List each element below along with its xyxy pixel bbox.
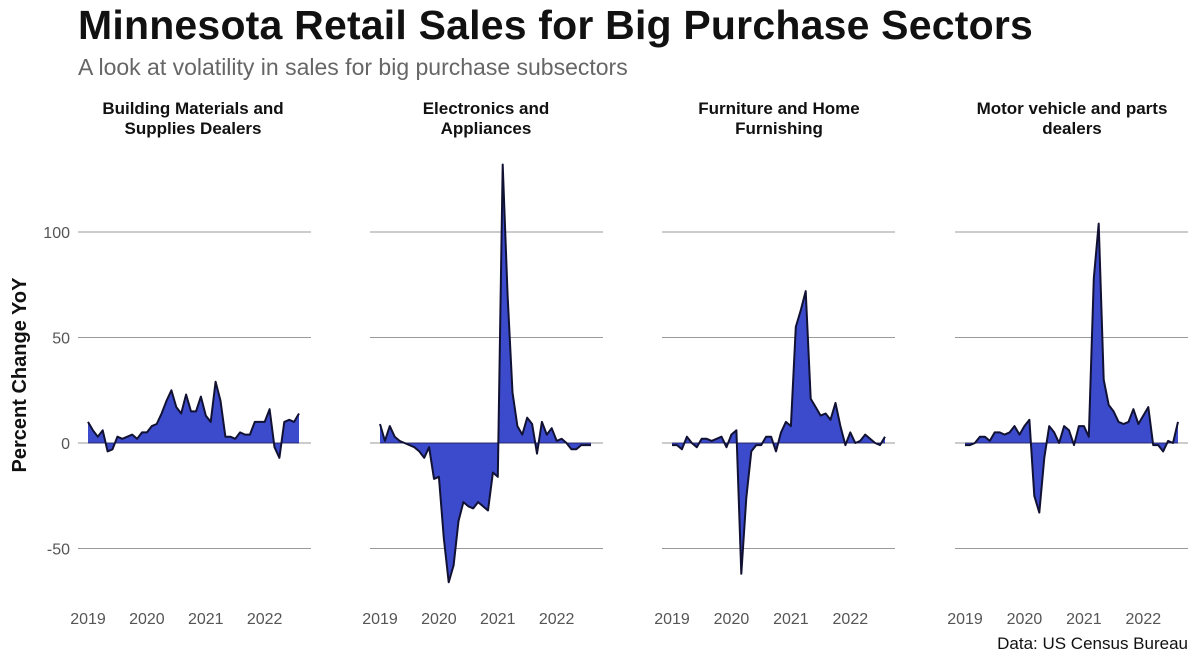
panel-title: Furnishing <box>735 119 823 138</box>
x-tick-label: 2022 <box>247 611 283 628</box>
x-tick-label: 2020 <box>421 611 457 628</box>
x-tick-label: 2019 <box>947 611 983 628</box>
y-tick-label: 100 <box>43 225 70 242</box>
panel-title: dealers <box>1042 119 1102 138</box>
series-line-panel-4 <box>965 222 1179 514</box>
chart-title: Minnesota Retail Sales for Big Purchase … <box>78 2 1033 48</box>
panel-title: Appliances <box>441 119 532 138</box>
series-line-panel-1 <box>87 380 300 459</box>
series-line-panel-2 <box>379 163 591 584</box>
x-tick-label: 2021 <box>188 611 224 628</box>
area-fill-panel-3 <box>672 291 885 574</box>
panel-title: Furniture and Home <box>698 99 860 118</box>
x-tick-label: 2021 <box>773 611 809 628</box>
x-tick-label: 2019 <box>70 611 106 628</box>
y-tick-label: -50 <box>47 542 70 559</box>
x-tick-label: 2019 <box>362 611 398 628</box>
x-tick-label: 2022 <box>539 611 575 628</box>
x-tick-label: 2020 <box>1007 611 1043 628</box>
x-tick-label: 2021 <box>1066 611 1102 628</box>
panel-title: Building Materials and <box>102 99 283 118</box>
x-tick-label: 2022 <box>1126 611 1162 628</box>
x-tick-label: 2020 <box>129 611 165 628</box>
panel-title: Supplies Dealers <box>124 119 261 138</box>
y-axis-title: Percent Change YoY <box>9 277 31 473</box>
source-note: Data: US Census Bureau <box>997 634 1188 653</box>
y-tick-label: 0 <box>61 436 70 453</box>
y-tick-label: 50 <box>52 331 70 348</box>
panel-title: Electronics and <box>423 99 550 118</box>
x-tick-label: 2019 <box>654 611 690 628</box>
x-tick-label: 2021 <box>480 611 516 628</box>
area-fill-panel-2 <box>380 164 591 583</box>
x-tick-label: 2022 <box>833 611 869 628</box>
series-line-panel-3 <box>672 290 886 575</box>
area-fill-panel-1 <box>88 381 299 458</box>
x-tick-label: 2020 <box>714 611 750 628</box>
chart-subtitle: A look at volatility in sales for big pu… <box>78 54 628 80</box>
panel-title: Motor vehicle and parts <box>977 99 1168 118</box>
area-fill-panel-4 <box>965 223 1178 513</box>
